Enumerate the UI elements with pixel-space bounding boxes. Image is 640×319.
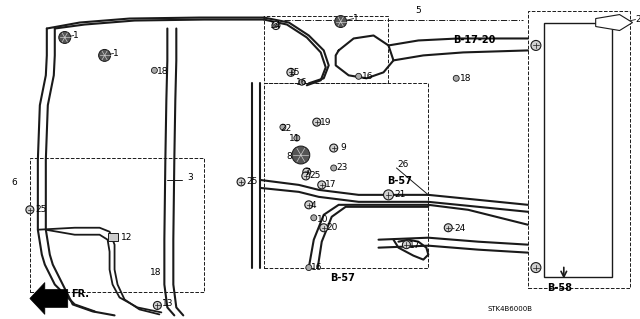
Polygon shape — [30, 283, 68, 315]
Text: 15: 15 — [289, 68, 300, 77]
Polygon shape — [596, 15, 632, 31]
Circle shape — [59, 32, 71, 43]
Circle shape — [453, 75, 460, 81]
Text: STK4B6000B: STK4B6000B — [487, 307, 532, 312]
Circle shape — [303, 168, 311, 176]
Text: 18: 18 — [150, 268, 162, 277]
Text: 12: 12 — [120, 233, 132, 242]
Text: B-57: B-57 — [387, 176, 412, 186]
Circle shape — [331, 165, 337, 171]
Text: 17: 17 — [410, 241, 421, 250]
Circle shape — [313, 118, 321, 126]
Text: 23: 23 — [337, 163, 348, 173]
Text: 25: 25 — [310, 171, 321, 181]
Text: 21: 21 — [394, 190, 406, 199]
Text: B-58: B-58 — [547, 283, 572, 293]
Text: FR.: FR. — [71, 289, 89, 300]
Circle shape — [531, 263, 541, 272]
Text: 11: 11 — [289, 134, 300, 143]
Text: 10: 10 — [317, 215, 328, 224]
Circle shape — [318, 181, 326, 189]
Circle shape — [274, 24, 278, 27]
Circle shape — [335, 16, 347, 27]
Circle shape — [302, 172, 310, 180]
Text: 19: 19 — [320, 118, 332, 127]
Text: 14: 14 — [270, 21, 282, 30]
Circle shape — [280, 124, 286, 130]
Text: 7: 7 — [304, 168, 310, 177]
Text: 16: 16 — [296, 78, 307, 87]
Circle shape — [320, 224, 328, 232]
Text: 24: 24 — [454, 224, 465, 233]
Circle shape — [311, 215, 317, 221]
Text: 26: 26 — [397, 160, 409, 169]
Text: 9: 9 — [340, 143, 346, 152]
Circle shape — [403, 241, 410, 249]
Text: 20: 20 — [327, 223, 338, 232]
Circle shape — [292, 146, 310, 164]
Text: 1: 1 — [73, 31, 79, 40]
Bar — [108, 233, 118, 241]
Text: 16: 16 — [362, 72, 373, 81]
Text: 17: 17 — [324, 181, 336, 189]
Text: 8: 8 — [286, 152, 292, 160]
Circle shape — [306, 264, 312, 271]
Bar — [544, 23, 612, 277]
Text: 25: 25 — [35, 205, 46, 214]
Circle shape — [272, 22, 280, 29]
Text: 3: 3 — [188, 174, 193, 182]
Text: 13: 13 — [163, 299, 174, 308]
Text: 18: 18 — [460, 74, 472, 83]
Circle shape — [444, 224, 452, 232]
Text: 2: 2 — [636, 15, 640, 24]
Circle shape — [299, 79, 305, 85]
Text: 1: 1 — [353, 14, 358, 23]
Bar — [30, 158, 204, 293]
Circle shape — [152, 67, 157, 73]
Text: 16: 16 — [311, 263, 323, 272]
Text: 5: 5 — [415, 6, 421, 15]
Text: 6: 6 — [11, 178, 17, 187]
Circle shape — [330, 144, 338, 152]
Circle shape — [305, 201, 313, 209]
Text: B-57: B-57 — [330, 272, 355, 283]
Circle shape — [154, 301, 161, 309]
Text: B-17-20: B-17-20 — [453, 35, 495, 46]
Circle shape — [383, 190, 394, 200]
Text: 25: 25 — [246, 177, 257, 186]
Text: 4: 4 — [311, 201, 316, 210]
Circle shape — [287, 68, 295, 76]
Text: 18: 18 — [157, 67, 169, 76]
Text: 22: 22 — [280, 124, 291, 133]
Bar — [264, 16, 388, 83]
Circle shape — [99, 49, 111, 61]
Circle shape — [356, 73, 362, 79]
Circle shape — [531, 41, 541, 50]
Circle shape — [294, 135, 300, 141]
Circle shape — [237, 178, 245, 186]
Text: 1: 1 — [113, 49, 118, 58]
Bar — [528, 11, 630, 287]
Bar — [264, 83, 428, 268]
Circle shape — [26, 206, 34, 214]
